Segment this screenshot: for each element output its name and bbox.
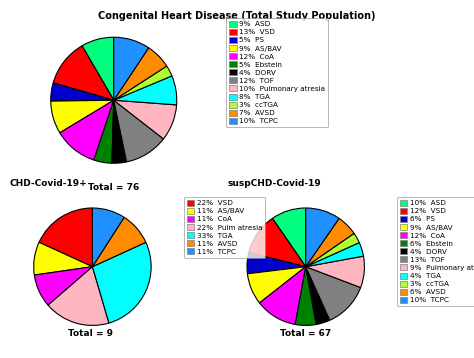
Legend: 9%  ASD, 13%  VSD, 5%  PS, 9%  AS/BAV, 12%  CoA, 5%  Ebstein, 4%  DORV, 12%  TOF: 9% ASD, 13% VSD, 5% PS, 9% AS/BAV, 12% C… bbox=[227, 18, 328, 127]
Wedge shape bbox=[53, 46, 114, 100]
Wedge shape bbox=[112, 100, 127, 163]
Wedge shape bbox=[306, 267, 361, 320]
Legend: 22%  VSD, 11%  AS/BAV, 11%  CoA, 22%  Pulm atresia, 33%  TGA, 11%  AVSD, 11%  TC: 22% VSD, 11% AS/BAV, 11% CoA, 22% Pulm a… bbox=[184, 197, 265, 258]
Wedge shape bbox=[295, 267, 316, 325]
Wedge shape bbox=[34, 267, 92, 305]
Wedge shape bbox=[259, 267, 306, 324]
Wedge shape bbox=[92, 208, 124, 267]
Wedge shape bbox=[306, 267, 330, 324]
Wedge shape bbox=[247, 267, 306, 303]
Wedge shape bbox=[114, 37, 149, 100]
Wedge shape bbox=[34, 242, 92, 275]
Wedge shape bbox=[114, 100, 164, 162]
Text: Total = 76: Total = 76 bbox=[88, 183, 139, 192]
Text: Total = 67: Total = 67 bbox=[280, 329, 331, 338]
Wedge shape bbox=[273, 208, 306, 267]
Wedge shape bbox=[51, 100, 114, 133]
Legend: 10%  ASD, 12%  VSD, 6%  PS, 9%  AS/BAV, 12%  CoA, 6%  Ebstein, 4%  DORV, 13%  TO: 10% ASD, 12% VSD, 6% PS, 9% AS/BAV, 12% … bbox=[397, 197, 474, 306]
Wedge shape bbox=[306, 218, 354, 267]
Wedge shape bbox=[306, 233, 359, 267]
Wedge shape bbox=[306, 208, 339, 267]
Wedge shape bbox=[82, 37, 114, 100]
Wedge shape bbox=[114, 76, 177, 105]
Text: Total = 9: Total = 9 bbox=[68, 329, 112, 338]
Text: suspCHD-Covid-19: suspCHD-Covid-19 bbox=[228, 179, 321, 188]
Wedge shape bbox=[306, 256, 365, 287]
Wedge shape bbox=[114, 66, 172, 100]
Wedge shape bbox=[306, 243, 364, 267]
Wedge shape bbox=[249, 218, 306, 267]
Wedge shape bbox=[94, 100, 114, 163]
Wedge shape bbox=[92, 242, 151, 323]
Wedge shape bbox=[247, 253, 306, 274]
Wedge shape bbox=[114, 100, 177, 139]
Wedge shape bbox=[39, 208, 92, 267]
Wedge shape bbox=[60, 100, 114, 160]
Wedge shape bbox=[114, 48, 167, 100]
Wedge shape bbox=[51, 83, 114, 101]
Wedge shape bbox=[92, 217, 146, 267]
Text: Congenital Heart Disease (Total Study Population): Congenital Heart Disease (Total Study Po… bbox=[98, 11, 376, 21]
Wedge shape bbox=[48, 267, 109, 325]
Text: CHD-Covid-19+: CHD-Covid-19+ bbox=[9, 179, 87, 188]
